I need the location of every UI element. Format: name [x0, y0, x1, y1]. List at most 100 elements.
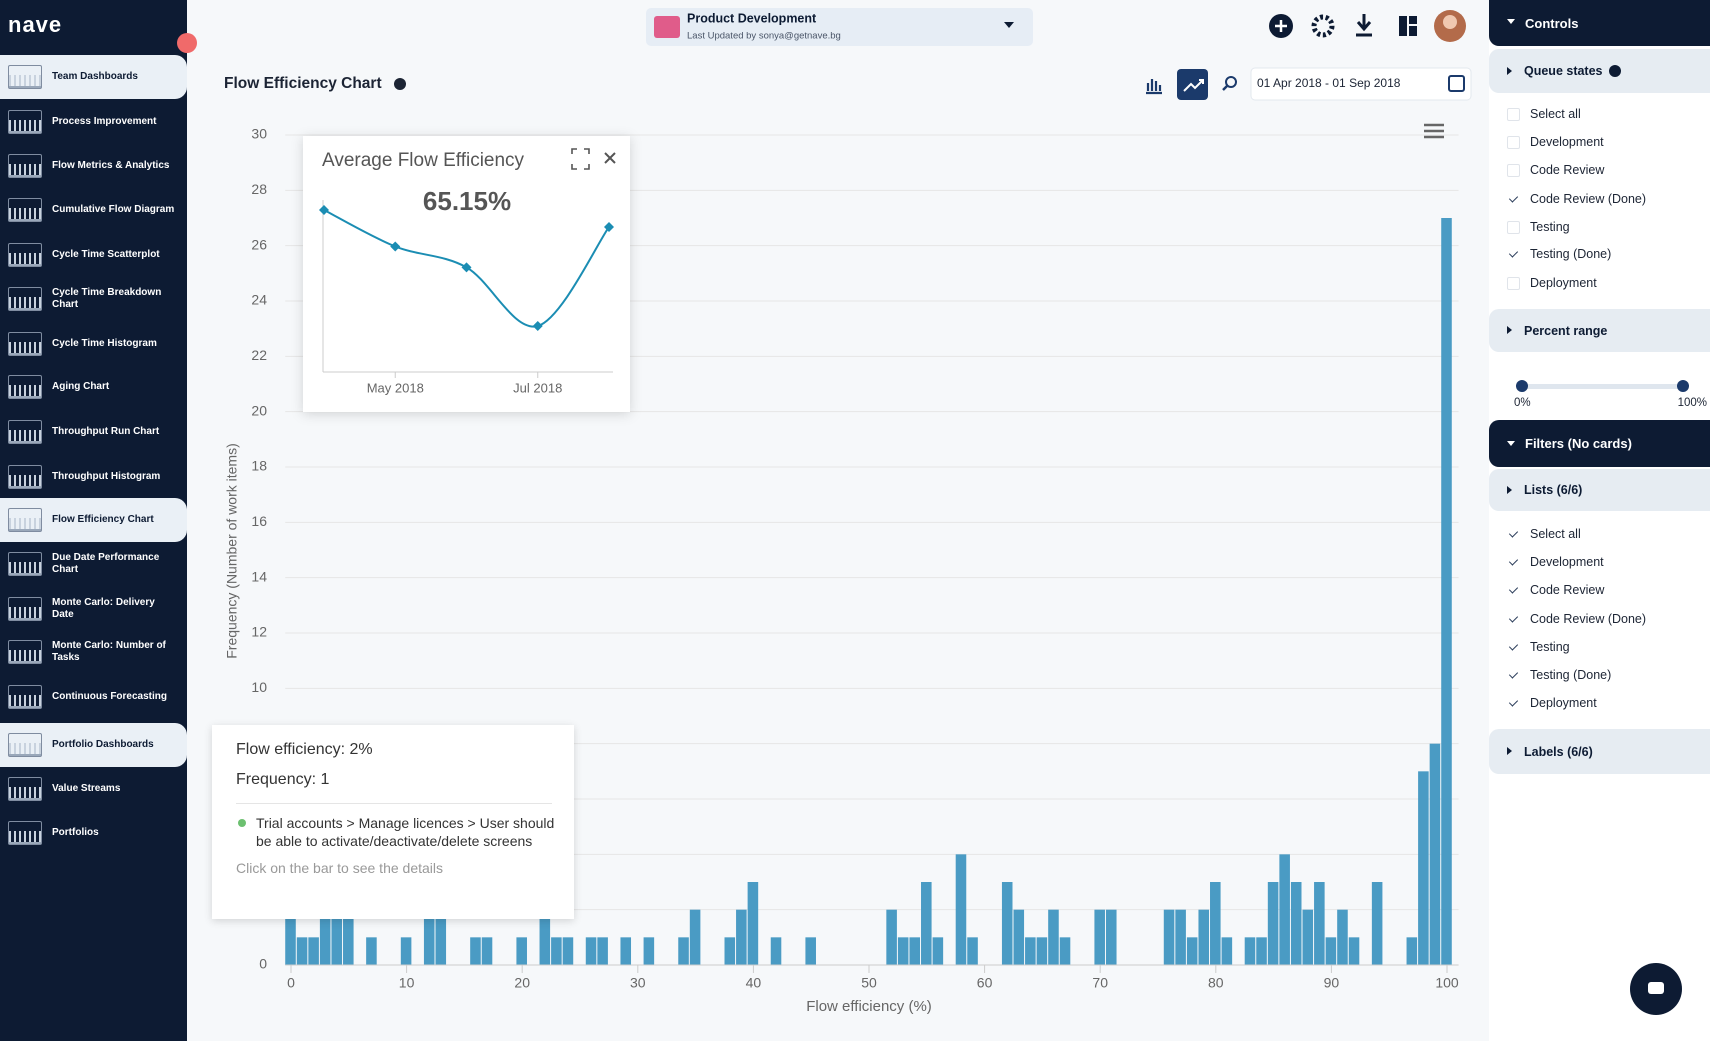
checkbox-row[interactable]: Testing (Done)	[1507, 668, 1611, 682]
calendar-icon[interactable]	[1448, 75, 1465, 92]
bar	[1418, 771, 1429, 965]
bar	[1163, 909, 1175, 965]
nav-item[interactable]: Value Streams	[0, 767, 187, 811]
nav-item[interactable]: Flow Metrics & Analytics	[0, 144, 187, 188]
nav-item[interactable]: Team Dashboards	[0, 55, 187, 99]
checkbox-row[interactable]: Select all	[1507, 527, 1581, 541]
bar	[1302, 909, 1314, 965]
info-icon[interactable]	[394, 78, 406, 90]
nav-label: Throughput Run Chart	[52, 426, 160, 437]
checkbox-row[interactable]: Testing (Done)	[1507, 247, 1611, 261]
nav-item[interactable]: Portfolios	[0, 811, 187, 855]
nav-item[interactable]: Continuous Forecasting	[0, 675, 187, 719]
close-button[interactable]	[604, 152, 616, 164]
nav-item[interactable]: Portfolio Dashboards	[0, 723, 187, 767]
settings-button[interactable]	[1311, 14, 1335, 38]
bar	[562, 937, 574, 965]
zoom-button[interactable]	[1225, 76, 1237, 88]
checkbox-label: Code Review	[1530, 163, 1605, 177]
download-button[interactable]	[1356, 14, 1372, 37]
x-tick-label: 50	[861, 975, 877, 991]
avatar-face	[1443, 15, 1457, 29]
bar	[1429, 743, 1441, 965]
nav-icon	[8, 733, 42, 757]
date-range: 01 Apr 2018 - 01 Sep 2018	[1257, 76, 1401, 90]
collapse-button[interactable]	[177, 33, 197, 53]
checkbox	[1507, 135, 1520, 149]
inset-point	[390, 241, 401, 252]
checkbox	[1507, 613, 1520, 626]
checkbox-row[interactable]: Deployment	[1507, 276, 1597, 290]
bar	[1348, 937, 1360, 965]
nav-item[interactable]: Process Improvement	[0, 100, 187, 144]
expand-button[interactable]	[571, 148, 590, 170]
checkbox-label: Development	[1530, 135, 1604, 149]
bar	[1059, 937, 1071, 965]
filters-header[interactable]: Filters (No cards)	[1489, 420, 1710, 467]
nav-item[interactable]: Throughput Run Chart	[0, 410, 187, 454]
controls-title: Controls	[1525, 15, 1579, 31]
bar	[481, 937, 493, 965]
bar	[805, 937, 816, 965]
tooltip-item: Trial accounts > Manage licences > User …	[256, 815, 555, 849]
checkbox-row[interactable]: Code Review	[1507, 583, 1604, 597]
chart-menu[interactable]	[1424, 123, 1444, 139]
checkbox-row[interactable]: Select all	[1507, 107, 1581, 121]
nav-item[interactable]: Cycle Time Histogram	[0, 322, 187, 366]
layout-button[interactable]	[1399, 16, 1417, 36]
project-dropdown[interactable]	[646, 8, 1033, 46]
nav-item[interactable]: Due Date Performance Chart	[0, 542, 187, 586]
nav-item[interactable]: Flow Efficiency Chart	[0, 498, 187, 542]
bar	[539, 909, 551, 965]
percent-range-header[interactable]: Percent range	[1489, 309, 1710, 352]
dropdown-caret	[1004, 22, 1014, 28]
nav-item[interactable]: Monte Carlo: Number of Tasks	[0, 630, 187, 674]
x-tick-label: 0	[287, 975, 295, 991]
range-max-handle[interactable]	[1677, 380, 1689, 392]
checkbox-label: Select all	[1530, 527, 1581, 541]
bar	[470, 937, 481, 965]
date-picker[interactable]	[1250, 67, 1472, 101]
bar	[285, 909, 296, 965]
checkbox-row[interactable]: Development	[1507, 135, 1604, 149]
checkbox	[1507, 220, 1520, 234]
nav-item[interactable]: Cycle Time Breakdown Chart	[0, 277, 187, 321]
checkbox-label: Development	[1530, 555, 1604, 569]
labels-header[interactable]: Labels (6/6)	[1489, 729, 1710, 774]
nav-icon	[8, 420, 42, 444]
nav-label: Team Dashboards	[52, 71, 138, 82]
status-dot	[238, 819, 246, 827]
controls-header[interactable]: Controls	[1489, 0, 1710, 46]
nav-item[interactable]: Cumulative Flow Diagram	[0, 188, 187, 232]
bar-view-button[interactable]	[1146, 79, 1162, 95]
nav-item[interactable]: Throughput Histogram	[0, 455, 187, 499]
checkbox-row[interactable]: Development	[1507, 555, 1604, 569]
info-icon[interactable]	[1608, 65, 1621, 77]
nav-label: Cycle Time Scatterplot	[52, 249, 160, 260]
nav-item[interactable]: Aging Chart	[0, 365, 187, 409]
tooltip-hint: Click on the bar to see the details	[236, 860, 444, 876]
bar	[736, 909, 747, 965]
nav-icon	[8, 685, 42, 709]
checkbox-row[interactable]: Testing	[1507, 220, 1570, 234]
x-tick-label: 60	[977, 975, 993, 991]
checkbox-row[interactable]: Deployment	[1507, 696, 1597, 710]
checkbox-row[interactable]: Code Review (Done)	[1507, 192, 1646, 206]
nav-label: Cumulative Flow Diagram	[52, 204, 175, 215]
range-min-handle[interactable]	[1516, 380, 1528, 392]
queue-states-header[interactable]: Queue states	[1489, 49, 1710, 93]
checkbox-row[interactable]: Code Review (Done)	[1507, 612, 1646, 626]
lists-header[interactable]: Lists (6/6)	[1489, 469, 1710, 511]
y-tick-label: 22	[251, 347, 267, 363]
labels-title: Labels (6/6)	[1524, 744, 1593, 759]
checkbox-row[interactable]: Code Review	[1507, 163, 1604, 177]
nav-icon	[8, 821, 42, 845]
nav-item[interactable]: Monte Carlo: Delivery Date	[0, 587, 187, 631]
logo[interactable]: nave	[8, 12, 63, 37]
chat-icon	[1648, 982, 1664, 994]
bar	[689, 909, 701, 965]
nav-label: Due Date Performance Chart	[52, 552, 160, 575]
nav-item[interactable]: Cycle Time Scatterplot	[0, 233, 187, 277]
checkbox-row[interactable]: Testing	[1507, 640, 1570, 654]
project-updated: Last Updated by sonya@getnave.bg	[687, 31, 841, 42]
